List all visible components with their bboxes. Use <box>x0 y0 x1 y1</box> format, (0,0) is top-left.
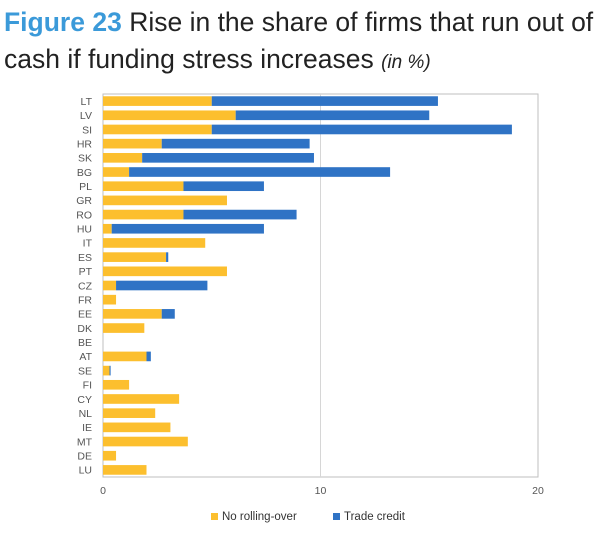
y-tick-label-SE: SE <box>78 365 92 377</box>
bar-RO-no-rolling-over <box>103 209 184 220</box>
y-tick-label-FR: FR <box>78 294 92 306</box>
y-tick-label-MT: MT <box>77 436 93 448</box>
y-tick-label-HU: HU <box>77 224 92 236</box>
y-tick-label-LV: LV <box>80 110 92 122</box>
bar-CY-no-rolling-over <box>103 394 180 404</box>
plot-area: 0 10 20 LT LV SI HR SK BG PL GR RO HU IT ES PT CZ FR EE DK B… <box>76 93 544 497</box>
bar-FI-no-rolling-over <box>103 379 130 390</box>
y-tick-label-CY: CY <box>77 394 92 406</box>
bar-BG-trade-credit <box>129 167 391 177</box>
y-tick-label-LU: LU <box>79 465 92 477</box>
y-tick-label-BE: BE <box>78 337 92 349</box>
bar-MT-no-rolling-over <box>103 436 188 447</box>
bar-BG-no-rolling-over <box>103 167 130 177</box>
y-tick-label-ES: ES <box>78 252 92 264</box>
legend: No rolling-over Trade credit <box>211 511 406 523</box>
bar-LV-no-rolling-over <box>103 110 236 121</box>
legend-swatch-no-rolling-over <box>211 513 218 520</box>
bar-SK-no-rolling-over <box>103 153 143 163</box>
y-tick-label-RO: RO <box>76 209 92 221</box>
bar-FR-no-rolling-over <box>103 294 117 305</box>
bar-ES-no-rolling-over <box>103 252 167 262</box>
bar-PL-trade-credit <box>183 181 264 192</box>
bar-CZ-trade-credit <box>116 280 208 291</box>
bar-NL-no-rolling-over <box>103 408 156 418</box>
y-tick-label-DE: DE <box>77 451 92 463</box>
bar-LT-trade-credit <box>211 96 438 106</box>
figure-label: Figure 23 <box>4 7 122 37</box>
bar-SI-trade-credit <box>211 124 512 135</box>
bar-GR-no-rolling-over <box>103 195 227 206</box>
x-tick-label-10: 10 <box>315 485 327 497</box>
figure-title-text: Rise in the share of firms that run out … <box>4 7 594 74</box>
bar-HR-no-rolling-over <box>103 138 162 149</box>
y-tick-label-IE: IE <box>82 422 92 434</box>
x-tick-label-20: 20 <box>532 485 544 497</box>
bar-IT-no-rolling-over <box>103 238 206 248</box>
bar-HU-no-rolling-over <box>103 223 112 234</box>
y-tick-label-HR: HR <box>77 138 93 150</box>
y-tick-label-PT: PT <box>79 266 93 278</box>
y-tick-label-SI: SI <box>82 124 92 136</box>
bar-SI-no-rolling-over <box>103 124 212 135</box>
bar-LU-no-rolling-over <box>103 465 147 475</box>
legend-swatch-trade-credit <box>333 513 340 520</box>
bar-SE-trade-credit <box>109 365 111 376</box>
y-tick-label-BG: BG <box>77 167 92 179</box>
bar-CZ-no-rolling-over <box>103 280 117 291</box>
figure-title: Figure 23 Rise in the share of firms tha… <box>4 4 596 81</box>
y-tick-label-GR: GR <box>76 195 92 207</box>
y-tick-label-NL: NL <box>79 408 93 420</box>
bar-SK-trade-credit <box>142 153 314 163</box>
bar-PT-no-rolling-over <box>103 266 227 277</box>
y-tick-label-LT: LT <box>81 96 93 108</box>
bar-HR-trade-credit <box>161 138 310 149</box>
bar-IE-no-rolling-over <box>103 422 171 433</box>
y-tick-label-DK: DK <box>77 323 92 335</box>
figure-unit: (in %) <box>381 52 431 73</box>
bar-HU-trade-credit <box>111 223 264 234</box>
bar-EE-no-rolling-over <box>103 309 162 319</box>
y-tick-label-EE: EE <box>78 309 92 321</box>
bar-EE-trade-credit <box>161 309 175 319</box>
y-tick-label-AT: AT <box>79 351 92 363</box>
legend-label-trade-credit: Trade credit <box>344 511 406 523</box>
bar-DK-no-rolling-over <box>103 323 145 333</box>
bar-AT-trade-credit <box>146 351 151 362</box>
bar-LV-trade-credit <box>235 110 430 121</box>
bar-RO-trade-credit <box>183 209 297 220</box>
bar-ES-trade-credit <box>166 252 169 262</box>
y-tick-label-FI: FI <box>83 380 92 392</box>
y-tick-label-CZ: CZ <box>78 280 93 292</box>
bar-LT-no-rolling-over <box>103 96 212 106</box>
y-tick-label-PL: PL <box>79 181 92 193</box>
bar-DE-no-rolling-over <box>103 450 117 461</box>
x-tick-label-0: 0 <box>100 485 106 497</box>
bar-AT-no-rolling-over <box>103 351 147 362</box>
bar-PL-no-rolling-over <box>103 181 184 192</box>
y-tick-label-SK: SK <box>78 153 92 165</box>
y-tick-label-IT: IT <box>83 238 93 250</box>
legend-label-no-rolling-over: No rolling-over <box>222 511 297 523</box>
bar-SE-no-rolling-over <box>103 365 110 376</box>
